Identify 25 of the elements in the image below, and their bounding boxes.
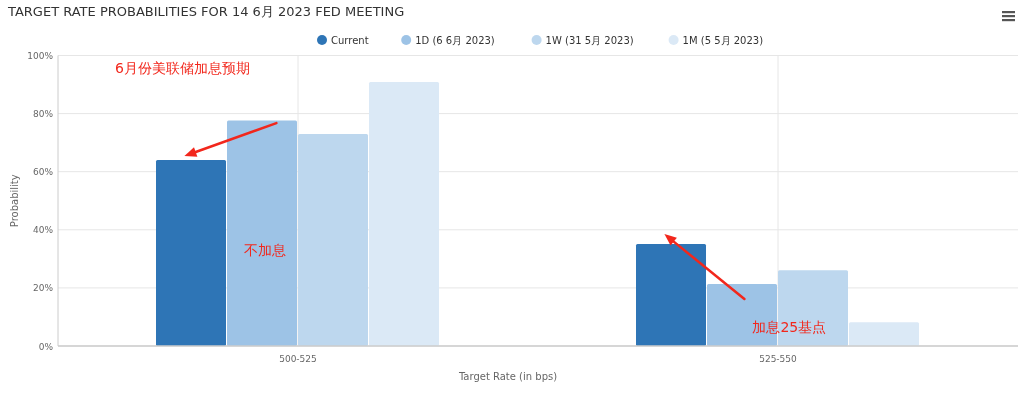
bar [849, 322, 919, 346]
legend-label: 1D (6 6月 2023) [415, 34, 495, 46]
bar [298, 133, 368, 346]
y-tick-label: 40% [32, 225, 54, 236]
bar [156, 160, 226, 346]
x-axis-title: Target Rate (in bps) [457, 371, 558, 382]
legend-label: 1M (5 5月 2023) [682, 34, 764, 46]
y-axis-title: Probability [9, 174, 20, 228]
bar [636, 244, 706, 346]
annotation: 6月份美联储加息预期 [115, 60, 250, 76]
y-tick-label: 60% [32, 167, 54, 178]
annotation: 不加息 [244, 242, 287, 258]
x-tick-label: 500-525 [279, 354, 317, 364]
bar [778, 270, 848, 346]
y-tick-label: 20% [32, 283, 54, 294]
bar [227, 120, 297, 346]
x-tick-label: 525-550 [759, 354, 798, 364]
y-tick-label: 0% [38, 341, 54, 352]
y-tick-label: 100% [27, 51, 54, 61]
annotation: 加息25基点 [752, 319, 827, 335]
legend-label: Current [331, 34, 369, 46]
legend-label: 1W (31 5月 2023) [545, 34, 634, 46]
bar [369, 81, 439, 346]
chart-title: TARGET RATE PROBABILITIES FOR 14 6月 2023 FED MEETING [7, 4, 405, 19]
y-tick-label: 80% [32, 109, 54, 120]
